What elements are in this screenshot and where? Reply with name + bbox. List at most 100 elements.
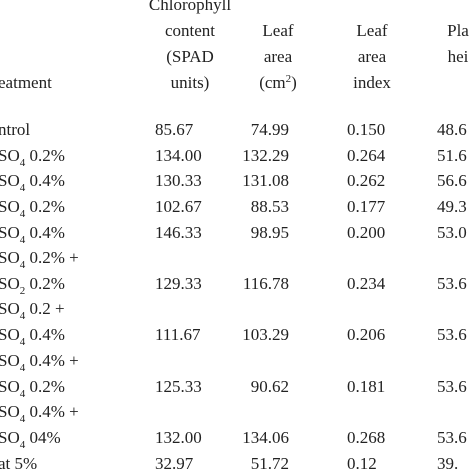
- row-label: SO4 0.2%: [0, 197, 65, 220]
- text-run: content: [165, 21, 215, 40]
- text-run: 0.2%: [25, 146, 65, 165]
- text-run: SO: [0, 223, 20, 242]
- text-run: 0.2% +: [25, 248, 79, 267]
- column-header: Leaf: [262, 21, 293, 40]
- text-run: hei: [448, 47, 469, 66]
- text-run: Pla: [447, 21, 469, 40]
- cell-value: 98.95: [251, 223, 289, 242]
- text-run: SO: [0, 299, 20, 318]
- column-header: eatment: [0, 73, 52, 92]
- text-run: 0.2%: [25, 377, 65, 396]
- text-run: 0.4% +: [25, 402, 79, 421]
- row-label: SO4 0.4%: [0, 223, 65, 246]
- cell-value: 103.29: [242, 325, 289, 344]
- text-run: (SPAD: [166, 47, 214, 66]
- text-run: Leaf: [356, 21, 387, 40]
- text-run: 0.2%: [25, 274, 65, 293]
- text-run: SO: [0, 428, 20, 447]
- cell-value: 56.6: [437, 171, 467, 190]
- cell-value: 48.6: [437, 120, 467, 139]
- column-header: area: [358, 47, 387, 66]
- cell-value: 0.181: [347, 377, 385, 396]
- cell-value: 125.33: [155, 377, 202, 396]
- cell-value: 0.268: [347, 428, 385, 447]
- cell-value: 132.00: [155, 428, 202, 447]
- cell-value: 0.177: [347, 197, 386, 216]
- cell-value: 0.234: [347, 274, 386, 293]
- row-label: SO4 0.4% +: [0, 402, 79, 425]
- text-run: SO: [0, 197, 20, 216]
- cell-value: 51.72: [251, 454, 289, 473]
- column-header: (cm2): [259, 73, 297, 92]
- text-run: Chlorophyll: [149, 0, 231, 14]
- column-header: Chlorophyll: [149, 0, 231, 14]
- cell-value: 74.99: [251, 120, 289, 139]
- cell-value: 131.08: [242, 171, 289, 190]
- text-run: SO: [0, 248, 20, 267]
- column-header: (SPAD: [166, 47, 214, 66]
- cell-value: 85.67: [155, 120, 194, 139]
- cell-value: 53.6: [437, 377, 467, 396]
- text-run: SO: [0, 325, 20, 344]
- text-run: SO: [0, 402, 20, 421]
- text-run: index: [353, 73, 391, 92]
- text-run: area: [358, 47, 387, 66]
- cell-value: 116.78: [243, 274, 289, 293]
- cell-value: 0.206: [347, 325, 385, 344]
- cell-value: 39.: [437, 454, 458, 473]
- cell-value: 53.0: [437, 223, 467, 242]
- cell-value: 0.150: [347, 120, 385, 139]
- text-run: (cm: [259, 73, 285, 92]
- cell-value: 88.53: [251, 197, 289, 216]
- text-run: units): [171, 73, 210, 92]
- text-run: area: [264, 47, 293, 66]
- text-run: SO: [0, 377, 20, 396]
- row-label: SO4 0.2 +: [0, 299, 65, 322]
- cell-value: 32.97: [155, 454, 194, 473]
- text-run: Leaf: [262, 21, 293, 40]
- text-run: ntrol: [0, 120, 30, 139]
- script-text: 4: [20, 182, 26, 194]
- cell-value: 90.62: [251, 377, 289, 396]
- text-run: SO: [0, 146, 20, 165]
- script-text: 4: [20, 157, 26, 169]
- cell-value: 0.264: [347, 146, 386, 165]
- column-header: hei: [448, 47, 469, 66]
- script-text: 4: [20, 310, 26, 322]
- cell-value: 146.33: [155, 223, 202, 242]
- script-text: 4: [20, 208, 26, 220]
- script-text: 2: [20, 285, 26, 297]
- script-text: 4: [20, 259, 26, 271]
- text-run: 0.4%: [25, 223, 65, 242]
- script-text: 4: [20, 439, 26, 451]
- row-label: SO4 0.2%: [0, 377, 65, 400]
- row-label: SO4 04%: [0, 428, 61, 451]
- cell-value: 53.6: [437, 325, 467, 344]
- row-label: SO4 0.4% +: [0, 351, 79, 374]
- cell-value: 49.3: [437, 197, 467, 216]
- row-label: SO4 0.2% +: [0, 248, 79, 271]
- cell-value: 134.00: [155, 146, 202, 165]
- text-run: at 5%: [0, 454, 37, 473]
- text-run: 0.4%: [25, 325, 65, 344]
- cell-value: 102.67: [155, 197, 202, 216]
- cell-value: 0.262: [347, 171, 385, 190]
- text-run: 0.4% +: [25, 351, 79, 370]
- text-run: eatment: [0, 73, 52, 92]
- column-header: units): [171, 73, 210, 92]
- cell-value: 132.29: [242, 146, 289, 165]
- text-run: ): [291, 73, 297, 92]
- script-text: 4: [20, 413, 26, 425]
- cell-value: 129.33: [155, 274, 202, 293]
- row-label: at 5%: [0, 454, 37, 473]
- text-run: SO: [0, 351, 20, 370]
- script-text: 2: [286, 73, 292, 85]
- text-run: 0.4%: [25, 171, 65, 190]
- row-label: ntrol: [0, 120, 30, 139]
- text-run: SO: [0, 171, 20, 190]
- column-header: content: [165, 21, 215, 40]
- row-label: SO4 0.4%: [0, 171, 65, 194]
- cell-value: 0.200: [347, 223, 385, 242]
- cell-value: 53.6: [437, 274, 467, 293]
